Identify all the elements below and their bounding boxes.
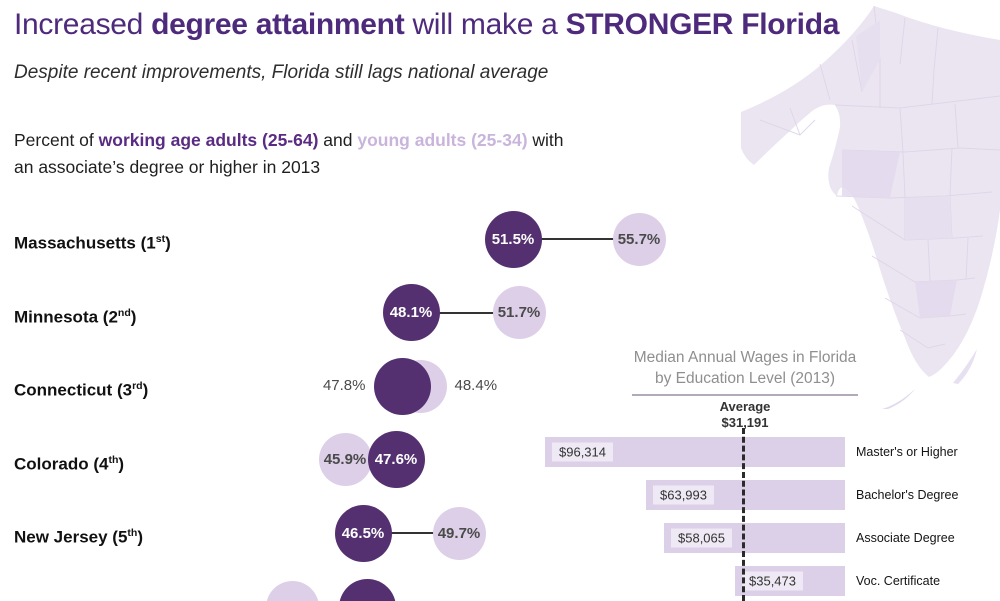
wage-bar: $96,314 [545,437,845,467]
page-title: Increased degree attainment will make a … [14,8,994,42]
intro-segment: with [527,130,564,150]
young-adults-dot: 45.9% [318,433,372,487]
young-adults-dot: 49.7% [432,506,486,560]
working-age-dot: 51.5% [484,210,542,268]
dotplot-legend-text: Percent of working age adults (25-64) an… [14,127,564,181]
wage-title-underline [632,394,858,396]
working-age-value-label: 47.8% [322,377,366,395]
working-age-dot: 47.6% [367,431,425,489]
wage-bar: $63,993 [646,480,845,510]
state-label: Massachusetts (1st) [14,233,171,253]
working-age-dot: 48.1% [382,284,440,342]
page-subtitle: Despite recent improvements, Florida sti… [14,62,549,83]
young-adults-dot [265,580,319,601]
state-label: Minnesota (2nd) [14,306,137,327]
working-age-dot [338,578,396,601]
intro-segment: working age adults (25-64) [98,130,319,150]
wage-value-label: $58,065 [671,528,732,548]
wage-category-label: Voc. Certificate [856,574,941,588]
state-label: New Hampshire (6th) [14,594,177,601]
intro-segment: Percent of [14,130,99,150]
working-age-dot [373,357,431,415]
wage-chart-title: Median Annual Wages in Florida by Educat… [633,349,857,387]
intro-segment: and [318,130,358,150]
title-segment: STRONGER Florida [565,8,840,41]
wage-value-label: $96,314 [552,442,613,462]
connector-line [513,238,639,240]
wage-category-label: Bachelor's Degree [856,488,959,502]
average-wage-dashed-line [742,428,745,601]
county-lines [759,5,1000,349]
title-segment: will make a [404,8,566,41]
wage-value-label: $35,473 [742,571,803,591]
wage-value-label: $63,993 [653,485,714,505]
working-age-dot: 46.5% [334,504,392,562]
intro-segment: young adults (25-34) [357,130,528,150]
young-adults-dot: 51.7% [492,286,546,340]
state-label: Colorado (4th) [14,453,125,474]
title-segment: Increased [14,8,152,41]
wage-bar: $35,473 [735,566,845,596]
connector-line [411,311,519,314]
young-adults-dot: 55.7% [612,212,666,266]
average-wage-label: Average $31,191 [719,399,771,430]
connector-line [363,532,459,535]
intro-segment: an associate’s degree or higher in 2013 [14,157,321,177]
wage-category-label: Master's or Higher [856,445,958,459]
wage-category-label: Associate Degree [856,531,955,545]
title-segment: degree attainment [151,8,405,41]
state-label: Connecticut (3rd) [14,380,149,400]
young-adults-value-label: 48.4% [454,377,498,395]
wage-bar: $58,065 [664,523,845,553]
state-label: New Jersey (5th) [14,527,144,548]
